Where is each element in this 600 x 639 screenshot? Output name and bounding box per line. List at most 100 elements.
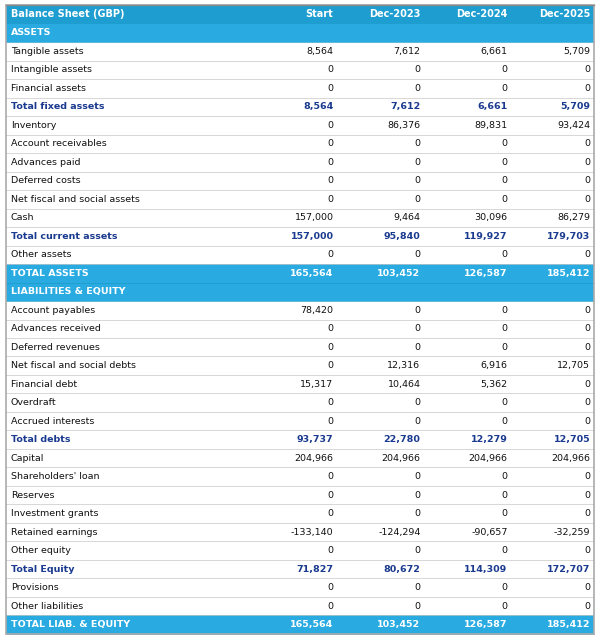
Text: 0: 0 [502,546,508,555]
Bar [6,282,594,301]
Text: Tangible assets: Tangible assets [11,47,83,56]
Text: 119,927: 119,927 [464,232,508,241]
Text: Capital: Capital [11,454,44,463]
Bar [6,468,594,486]
Text: 78,420: 78,420 [301,305,334,315]
Text: Balance Sheet (GBP): Balance Sheet (GBP) [11,10,124,19]
Text: 0: 0 [584,472,590,481]
Text: 86,279: 86,279 [557,213,590,222]
Bar [6,227,594,245]
Text: 0: 0 [415,65,421,74]
Text: -124,294: -124,294 [378,528,421,537]
Text: 0: 0 [502,84,508,93]
Text: 10,464: 10,464 [388,380,421,389]
Bar [6,245,594,264]
Text: 0: 0 [415,305,421,315]
Text: 0: 0 [415,398,421,407]
Bar [6,79,594,98]
Bar [6,357,594,375]
Text: Advances paid: Advances paid [11,158,80,167]
Bar [6,264,594,282]
Bar [6,301,594,320]
Text: 0: 0 [415,509,421,518]
Bar [6,412,594,431]
Text: 0: 0 [502,343,508,351]
Text: 0: 0 [415,491,421,500]
Text: Dec-2024: Dec-2024 [456,10,508,19]
Text: 0: 0 [415,158,421,167]
Bar [6,116,594,135]
Text: 0: 0 [328,546,334,555]
Text: 0: 0 [502,602,508,611]
Text: 204,966: 204,966 [382,454,421,463]
Text: 0: 0 [328,84,334,93]
Text: Retained earnings: Retained earnings [11,528,97,537]
Text: 0: 0 [415,176,421,185]
Text: 0: 0 [328,250,334,259]
Text: 0: 0 [328,324,334,334]
Text: Net fiscal and social assets: Net fiscal and social assets [11,195,140,204]
Text: 0: 0 [328,195,334,204]
Text: 0: 0 [328,176,334,185]
Text: 9,464: 9,464 [394,213,421,222]
Text: 172,707: 172,707 [547,565,590,574]
Text: 0: 0 [415,546,421,555]
Text: 0: 0 [584,305,590,315]
Bar [6,171,594,190]
Bar [6,615,594,634]
Text: 0: 0 [328,398,334,407]
Bar [6,486,594,504]
Text: Account payables: Account payables [11,305,95,315]
Text: 0: 0 [584,250,590,259]
Bar [6,98,594,116]
Text: Financial debt: Financial debt [11,380,77,389]
Bar [6,431,594,449]
Text: 5,709: 5,709 [560,102,590,111]
Text: 0: 0 [415,417,421,426]
Bar [6,190,594,208]
Text: 0: 0 [502,472,508,481]
Text: 114,309: 114,309 [464,565,508,574]
Text: LIABILITIES & EQUITY: LIABILITIES & EQUITY [11,288,125,296]
Bar [6,597,594,615]
Text: 0: 0 [415,343,421,351]
Text: Other liabilities: Other liabilities [11,602,83,611]
Text: 0: 0 [415,583,421,592]
Text: 0: 0 [584,158,590,167]
Text: 165,564: 165,564 [290,620,334,629]
Text: 0: 0 [502,65,508,74]
Text: Total Equity: Total Equity [11,565,74,574]
Bar [6,375,594,394]
Text: 8,564: 8,564 [307,47,334,56]
Text: 0: 0 [328,343,334,351]
Text: 0: 0 [502,195,508,204]
Text: 204,966: 204,966 [469,454,508,463]
Text: 0: 0 [584,343,590,351]
Text: 0: 0 [584,546,590,555]
Text: 6,916: 6,916 [481,361,508,370]
Text: 5,362: 5,362 [481,380,508,389]
Text: 185,412: 185,412 [547,269,590,278]
Text: 0: 0 [415,84,421,93]
Text: 204,966: 204,966 [551,454,590,463]
Text: 0: 0 [328,158,334,167]
Text: 0: 0 [328,602,334,611]
Text: Intangible assets: Intangible assets [11,65,92,74]
Text: 30,096: 30,096 [475,213,508,222]
Text: Total fixed assets: Total fixed assets [11,102,104,111]
Text: -32,259: -32,259 [554,528,590,537]
Text: 0: 0 [584,176,590,185]
Text: Total current assets: Total current assets [11,232,118,241]
Text: Account receivables: Account receivables [11,139,107,148]
Text: Inventory: Inventory [11,121,56,130]
Text: 0: 0 [415,602,421,611]
Bar [6,541,594,560]
Bar [6,394,594,412]
Text: -90,657: -90,657 [471,528,508,537]
Text: ASSETS: ASSETS [11,28,51,37]
Text: 126,587: 126,587 [464,620,508,629]
Text: 0: 0 [502,398,508,407]
Bar [6,42,594,61]
Text: 93,737: 93,737 [297,435,334,444]
Text: 0: 0 [584,324,590,334]
